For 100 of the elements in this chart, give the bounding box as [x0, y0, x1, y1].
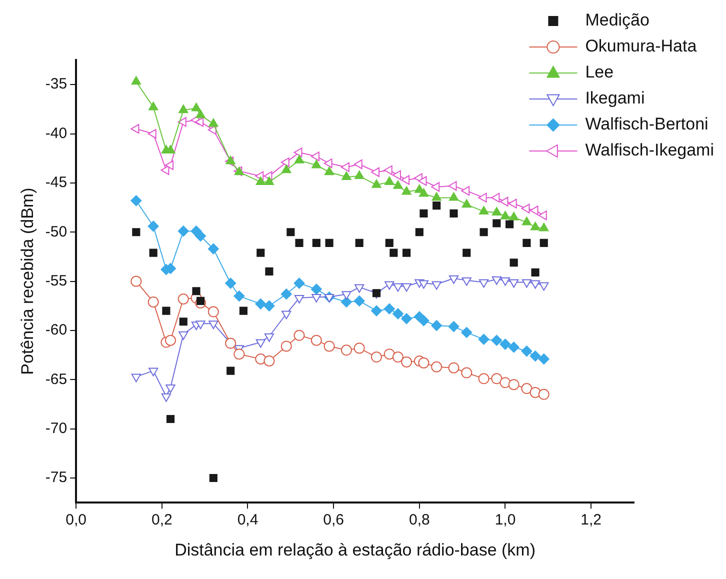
- x-tick-label: 0,0: [66, 512, 87, 529]
- point: [522, 216, 532, 226]
- point: [166, 384, 176, 394]
- point: [325, 238, 334, 247]
- point: [491, 334, 502, 346]
- point: [500, 377, 511, 388]
- legend-label: Okumura-Hata: [585, 36, 698, 56]
- point: [149, 248, 158, 257]
- point: [521, 383, 532, 394]
- y-tick-label: -45: [45, 174, 68, 192]
- point: [431, 182, 440, 192]
- point: [530, 350, 541, 362]
- point: [530, 280, 540, 289]
- point: [324, 158, 332, 168]
- x-tick-label: 1,2: [580, 512, 602, 529]
- legend-label: Lee: [585, 62, 614, 82]
- point: [384, 281, 394, 290]
- point: [402, 186, 412, 195]
- point: [294, 148, 302, 158]
- point: [385, 238, 394, 247]
- point: [478, 279, 489, 288]
- point: [492, 276, 502, 285]
- point: [196, 320, 206, 330]
- point: [392, 352, 404, 363]
- point: [324, 294, 334, 303]
- point: [164, 160, 174, 170]
- point: [310, 152, 320, 162]
- point: [130, 195, 142, 206]
- point: [280, 157, 290, 168]
- point: [234, 348, 245, 360]
- point: [208, 320, 218, 330]
- point: [256, 339, 266, 348]
- point: [148, 128, 156, 139]
- point: [208, 243, 219, 254]
- point: [312, 294, 322, 303]
- point: [264, 300, 275, 312]
- point: [539, 282, 549, 291]
- point: [392, 308, 404, 320]
- point: [208, 118, 218, 127]
- point: [342, 172, 352, 180]
- x-tick-label: 0,4: [237, 512, 258, 529]
- legend-label: Walfisch-Bertoni: [585, 114, 708, 134]
- point: [371, 305, 382, 316]
- point: [521, 346, 532, 357]
- point: [491, 192, 500, 203]
- point: [282, 164, 292, 174]
- point: [225, 278, 236, 289]
- point: [265, 267, 274, 276]
- point: [521, 204, 530, 214]
- point: [478, 334, 490, 345]
- point: [354, 159, 362, 170]
- x-tick-label: 1,0: [494, 512, 516, 529]
- point: [431, 361, 442, 372]
- point: [530, 222, 540, 230]
- point: [324, 340, 335, 352]
- point: [342, 291, 352, 300]
- point: [256, 248, 265, 257]
- point: [148, 296, 159, 308]
- point: [195, 117, 204, 127]
- point: [340, 162, 350, 172]
- point: [178, 104, 188, 114]
- point: [132, 228, 140, 236]
- point: [461, 326, 472, 338]
- point: [280, 288, 292, 300]
- point: [539, 222, 549, 232]
- point: [164, 334, 176, 346]
- point: [530, 206, 538, 216]
- point: [448, 275, 459, 284]
- point: [294, 154, 304, 164]
- point: [448, 321, 460, 332]
- point: [462, 199, 472, 208]
- point: [148, 368, 158, 376]
- point: [508, 342, 520, 353]
- point: [522, 238, 531, 247]
- point: [162, 306, 170, 315]
- y-tick-label: -70: [45, 420, 68, 437]
- point: [209, 474, 218, 482]
- point: [393, 283, 403, 292]
- y-axis-title: Potência recebida (dBm): [18, 188, 37, 375]
- y-tick-label: -75: [45, 469, 68, 486]
- point: [522, 279, 532, 288]
- point: [415, 228, 424, 236]
- point: [340, 344, 352, 356]
- point: [354, 295, 365, 306]
- point: [324, 166, 334, 176]
- legend-label: Ikegami: [585, 88, 645, 108]
- y-tick-label: -60: [45, 322, 68, 339]
- point: [401, 356, 412, 368]
- point: [371, 352, 382, 363]
- point: [402, 283, 412, 292]
- point: [192, 287, 200, 296]
- point: [500, 277, 510, 286]
- point: [509, 279, 519, 288]
- point: [371, 167, 380, 177]
- point: [294, 330, 305, 341]
- point: [286, 228, 295, 236]
- point: [255, 354, 266, 364]
- point: [255, 298, 266, 310]
- point: [256, 176, 266, 185]
- point: [354, 342, 365, 354]
